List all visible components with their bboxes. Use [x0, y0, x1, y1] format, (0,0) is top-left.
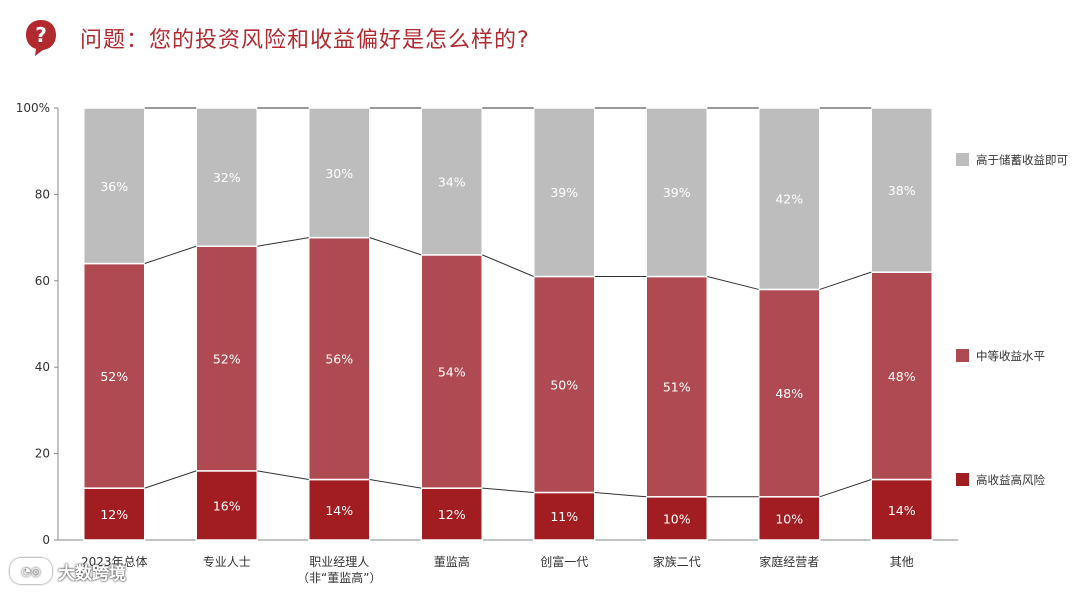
connector-line — [257, 237, 309, 247]
legend-swatch — [956, 473, 969, 486]
data-label: 56% — [325, 352, 353, 367]
y-tick-label: 40 — [35, 360, 50, 374]
data-label: 10% — [663, 511, 691, 526]
legend-label: 高于储蓄收益即可 — [976, 153, 1068, 167]
data-label: 52% — [100, 369, 128, 384]
connector-line — [369, 237, 422, 256]
connector-line — [482, 254, 534, 277]
x-tick-label: （非“董监高”） — [297, 570, 381, 585]
x-tick-label: 家族二代 — [653, 554, 701, 569]
data-label: 50% — [550, 377, 578, 392]
svg-text:?: ? — [35, 23, 47, 47]
bar-segment — [83, 487, 146, 541]
watermark-text: 大数跨境 — [58, 563, 126, 584]
x-tick-label: 2023年总体 — [81, 555, 148, 569]
bar-segment — [83, 107, 146, 265]
data-label: 12% — [100, 507, 128, 522]
data-label: 52% — [213, 352, 241, 367]
data-label: 42% — [775, 192, 803, 207]
bar-segment — [83, 262, 146, 489]
bar-segment — [758, 107, 821, 291]
data-label: 54% — [438, 365, 466, 380]
connector-line — [819, 271, 872, 290]
bar-segment — [195, 107, 258, 247]
data-label: 10% — [775, 511, 803, 526]
connector-line — [707, 275, 759, 290]
bar-segment — [420, 254, 483, 489]
bar-segment — [533, 491, 596, 541]
bar-segment — [195, 470, 258, 541]
data-label: 48% — [888, 369, 916, 384]
x-tick-label: 职业经理人 — [309, 555, 369, 569]
bar-segment — [420, 487, 483, 541]
connector-line — [257, 470, 309, 481]
x-tick-label: 家庭经营者 — [759, 554, 819, 569]
connector-line — [482, 487, 534, 493]
bar-segment — [758, 288, 821, 498]
x-tick-label: 董监高 — [434, 554, 470, 569]
data-label: 39% — [663, 185, 691, 200]
connector-line — [144, 470, 197, 489]
data-label: 30% — [325, 166, 353, 181]
bar-segment — [645, 496, 708, 541]
legend-swatch — [956, 349, 969, 362]
data-label: 16% — [213, 498, 241, 513]
bar-segment — [308, 107, 371, 239]
data-label: 51% — [663, 380, 691, 395]
bar-segment — [645, 275, 708, 498]
header: ? 问题：您的投资风险和收益偏好是怎么样的? — [24, 14, 530, 62]
bar-segment — [533, 107, 596, 278]
x-tick-label: 专业人士 — [203, 554, 251, 569]
bar-segment — [195, 245, 258, 472]
watermark: ◔◎ 大数跨境 — [10, 558, 126, 584]
y-tick-label: 20 — [35, 447, 50, 461]
data-label: 14% — [888, 503, 916, 518]
logo-icon: ◔◎ — [10, 558, 52, 584]
data-label: 39% — [550, 185, 578, 200]
page-title: 问题：您的投资风险和收益偏好是怎么样的? — [80, 28, 530, 53]
connector-line — [819, 479, 872, 498]
connector-line — [369, 479, 422, 489]
bar-segment — [870, 271, 933, 481]
bar-segment — [758, 496, 821, 541]
bar-segment — [870, 478, 933, 541]
data-label: 38% — [888, 183, 916, 198]
data-label: 14% — [325, 503, 353, 518]
data-label: 11% — [550, 509, 578, 524]
question-bubble-icon: ? — [26, 20, 56, 56]
data-label: 48% — [775, 386, 803, 401]
data-label: 34% — [438, 174, 466, 189]
bar-segment — [308, 478, 371, 541]
connector-line — [594, 491, 647, 498]
y-tick-label: 0 — [42, 533, 50, 547]
y-tick-label: 80 — [35, 187, 50, 201]
x-tick-label: 其他 — [890, 555, 914, 569]
legend-label: 高收益高风险 — [976, 473, 1045, 487]
bar-segment — [420, 107, 483, 256]
y-tick-label: 60 — [35, 274, 50, 288]
data-label: 36% — [100, 179, 128, 194]
y-tick-label: 100% — [16, 101, 50, 115]
data-label: 32% — [213, 170, 241, 185]
connector-line — [144, 245, 197, 264]
legend-label: 中等收益水平 — [976, 349, 1045, 363]
bar-segment — [645, 107, 708, 278]
bar-segment — [870, 107, 933, 273]
data-label: 12% — [438, 507, 466, 522]
bar-segment — [533, 275, 596, 494]
legend-swatch — [956, 153, 969, 166]
x-tick-label: 创富一代 — [540, 554, 588, 569]
